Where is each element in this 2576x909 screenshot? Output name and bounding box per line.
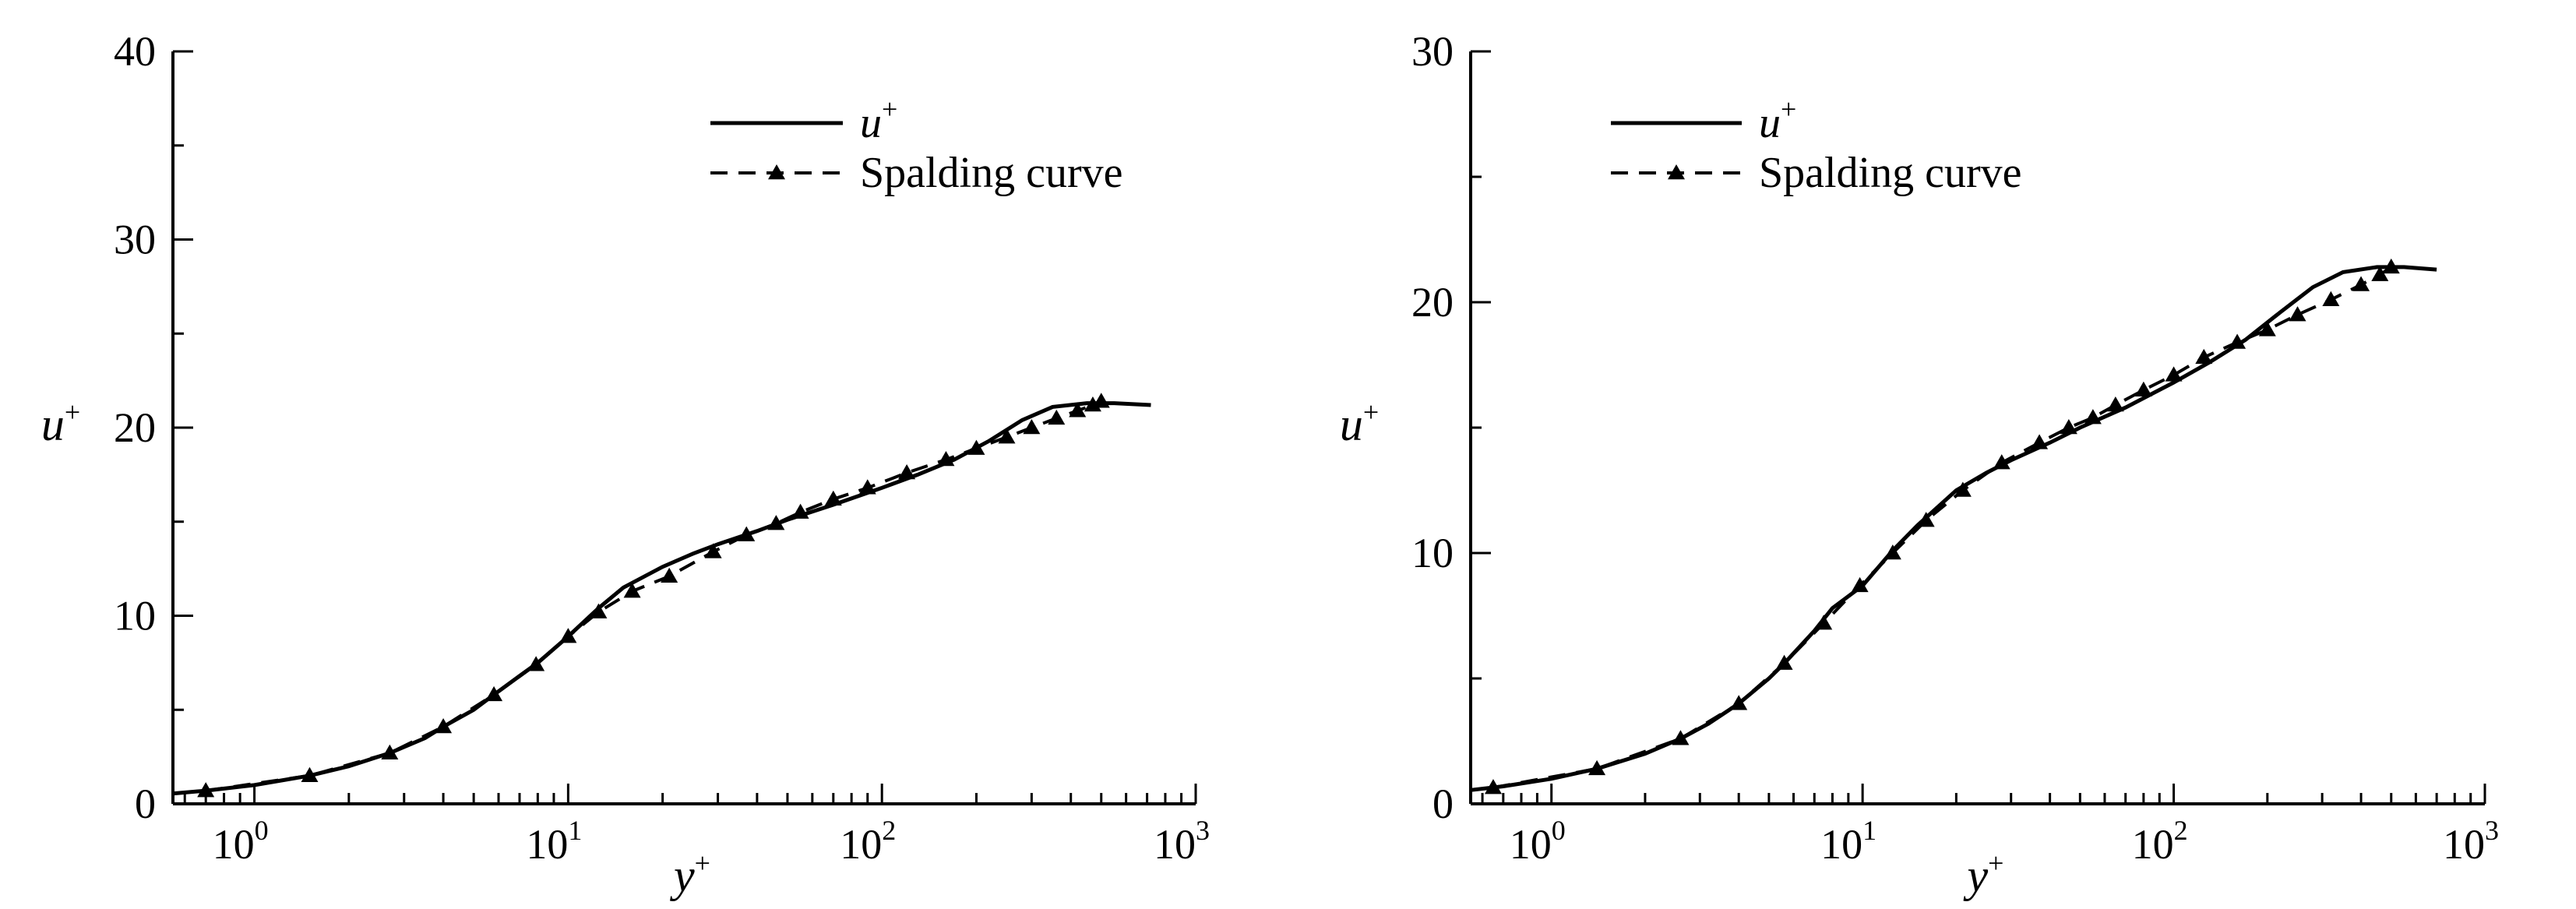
legend-label-spalding: Spalding curve xyxy=(1759,149,2021,197)
y-tick-label: 10 xyxy=(1411,530,1454,576)
spalding-marker xyxy=(559,628,577,643)
spalding-marker xyxy=(301,766,319,783)
spalding-marker xyxy=(1993,454,2010,470)
spalding-marker xyxy=(1775,654,1793,670)
spalding-marker xyxy=(485,685,503,702)
y-tick-label: 10 xyxy=(114,593,156,639)
x-tick-label: 101 xyxy=(526,815,582,868)
spalding-marker xyxy=(590,603,608,618)
spalding-marker xyxy=(2134,381,2152,396)
spalding-marker xyxy=(1023,419,1041,435)
legend-marker xyxy=(1668,164,1685,180)
spalding-marker xyxy=(2060,419,2077,435)
spalding-marker xyxy=(898,463,916,480)
legend-label-u-plus: u+ xyxy=(860,93,897,147)
spalding-curve xyxy=(205,400,1102,793)
y-tick-label: 0 xyxy=(1432,780,1454,827)
spalding-marker xyxy=(1588,759,1606,776)
spalding-marker xyxy=(2031,434,2049,449)
spalding-marker xyxy=(2322,291,2340,307)
spalding-marker xyxy=(1917,512,1935,527)
spalding-marker xyxy=(435,717,453,734)
spalding-marker xyxy=(2165,366,2183,382)
legend-marker xyxy=(768,164,785,180)
legend-label-spalding: Spalding curve xyxy=(860,149,1122,197)
y-axis-label: u+ xyxy=(1340,396,1379,450)
spalding-marker xyxy=(1884,544,1901,560)
spalding-marker xyxy=(2352,276,2370,291)
spalding-marker xyxy=(527,656,545,671)
y-tick-label: 30 xyxy=(114,217,156,263)
x-axis-label: y+ xyxy=(669,847,710,901)
x-tick-label: 102 xyxy=(840,815,896,868)
y-axis-label: u+ xyxy=(41,396,80,450)
spalding-marker xyxy=(1092,393,1110,408)
y-tick-label: 30 xyxy=(1411,28,1454,75)
spalding-marker xyxy=(2258,321,2276,336)
spalding-marker xyxy=(1815,615,1833,630)
legend-label-u-plus: u+ xyxy=(1759,93,1796,147)
x-tick-label: 100 xyxy=(1510,815,1566,868)
x-tick-label: 103 xyxy=(2443,815,2499,868)
spalding-marker xyxy=(1851,576,1869,593)
y-tick-label: 0 xyxy=(135,780,156,827)
y-tick-label: 20 xyxy=(114,404,156,451)
spalding-marker xyxy=(623,583,641,598)
spalding-marker xyxy=(2371,266,2389,281)
spalding-marker xyxy=(1084,396,1101,412)
spalding-marker xyxy=(858,479,876,495)
spalding-marker xyxy=(967,439,985,455)
x-tick-label: 103 xyxy=(1154,815,1210,868)
spalding-marker xyxy=(767,515,785,530)
legend: u+Spalding curve xyxy=(1611,93,2021,197)
spalding-marker xyxy=(197,782,215,798)
spalding-marker xyxy=(1730,695,1748,710)
spalding-marker xyxy=(1048,409,1066,425)
spalding-marker xyxy=(2289,306,2306,322)
spalding-curve xyxy=(1492,266,2392,790)
spalding-marker xyxy=(2084,409,2102,425)
spalding-marker xyxy=(2195,348,2213,365)
spalding-marker xyxy=(1484,779,1502,794)
spalding-marker xyxy=(381,744,399,760)
spalding-marker xyxy=(1672,730,1690,745)
spalding-marker xyxy=(998,428,1016,444)
spalding-marker xyxy=(2106,396,2124,412)
legend: u+Spalding curve xyxy=(710,93,1122,197)
spalding-marker xyxy=(824,490,842,506)
spalding-marker xyxy=(704,543,722,558)
y-tick-label: 40 xyxy=(114,28,156,75)
x-tick-label: 100 xyxy=(213,815,269,868)
spalding-marker xyxy=(661,567,678,583)
spalding-marker xyxy=(1954,481,1972,497)
x-axis-label: y+ xyxy=(1963,847,2004,901)
spalding-marker xyxy=(1069,402,1087,418)
y-tick-label: 20 xyxy=(1411,279,1454,326)
u-plus-curve xyxy=(1470,265,2437,792)
x-tick-label: 101 xyxy=(1820,815,1876,868)
u-plus-curve xyxy=(172,401,1151,796)
spalding-marker xyxy=(2382,258,2400,274)
spalding-marker xyxy=(791,503,809,519)
x-tick-label: 102 xyxy=(2132,815,2188,868)
spalding-marker xyxy=(2229,333,2247,349)
spalding-marker xyxy=(937,451,955,467)
spalding-marker xyxy=(738,526,756,541)
